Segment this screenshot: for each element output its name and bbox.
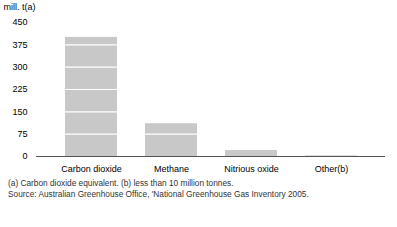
svg-text:Nitrious oxide: Nitrious oxide [224, 164, 279, 174]
html-text:(a) Carbon dioxide equivalent.: (a) Carbon dioxide equivalent. (b) less … [8, 178, 234, 188]
svg-text:75: 75 [17, 129, 27, 139]
svg-text:Methane: Methane [154, 164, 189, 174]
svg-text:300: 300 [12, 62, 27, 72]
svg-text:0: 0 [22, 151, 27, 161]
html-text:Source: Australian Greenhouse: Source: Australian Greenhouse Office, 'N… [8, 189, 309, 199]
svg-text:Carbon dioxide: Carbon dioxide [61, 164, 122, 174]
svg-text:375: 375 [12, 40, 27, 50]
svg-text:450: 450 [12, 17, 27, 27]
svg-text:225: 225 [12, 84, 27, 94]
svg-text:mill. t(a): mill. t(a) [4, 2, 36, 12]
svg-text:Other(b): Other(b) [315, 164, 349, 174]
svg-text:150: 150 [12, 107, 27, 117]
